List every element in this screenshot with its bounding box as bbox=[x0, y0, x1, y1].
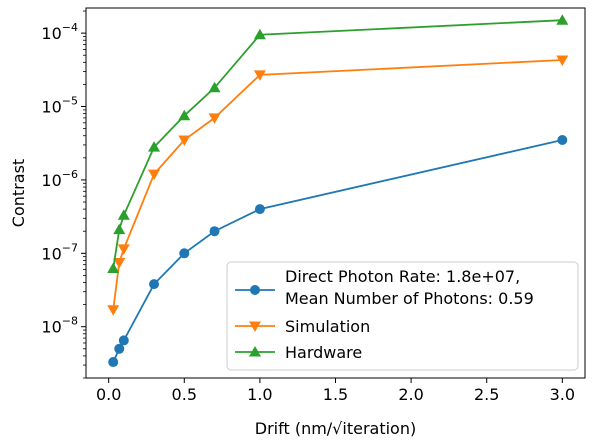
series-3-point bbox=[113, 223, 126, 235]
series-3-point bbox=[556, 14, 569, 25]
series-1-point bbox=[114, 343, 125, 354]
series-1-point bbox=[108, 357, 119, 368]
series-3-point bbox=[208, 81, 221, 93]
series-3-point bbox=[107, 262, 120, 274]
legend: Direct Photon Rate: 1.8e+07, Mean Number … bbox=[226, 261, 579, 371]
series-1-point bbox=[557, 134, 568, 145]
series-2 bbox=[107, 55, 569, 316]
axes: 0.0 0.5 1.0 1.5 2.0 2.5 3.0 10−8 10−7 10−6 10−5 10−… bbox=[9, 7, 586, 438]
legend-label: Simulation bbox=[285, 317, 370, 336]
x-axis-label: Drift (nm/√iteration) bbox=[255, 419, 416, 438]
series-2-point bbox=[556, 55, 569, 67]
series-2-point bbox=[253, 70, 266, 81]
series-2-point bbox=[117, 244, 130, 255]
series-1-point bbox=[179, 248, 190, 259]
series-2-point bbox=[113, 257, 126, 269]
series-1-point bbox=[254, 204, 265, 215]
legend-entry-1: Direct Photon Rate: 1.8e+07, Mean Number … bbox=[235, 267, 534, 308]
legend-swatch-marker bbox=[249, 321, 261, 332]
series-2-point bbox=[208, 113, 221, 124]
series-1-point bbox=[209, 226, 220, 237]
x-tick-label: 3.0 bbox=[550, 385, 575, 404]
series-3-point bbox=[148, 141, 161, 152]
legend-entry-3: Hardware bbox=[235, 343, 362, 362]
series-1 bbox=[108, 134, 568, 368]
legend-label: Hardware bbox=[285, 343, 362, 362]
y-tick-label: 10−7 bbox=[41, 241, 78, 263]
series-3 bbox=[107, 14, 569, 274]
x-tick-label: 2.0 bbox=[398, 385, 423, 404]
series-3-point bbox=[117, 209, 130, 220]
series-3-point bbox=[178, 109, 191, 121]
series-2-point bbox=[148, 169, 161, 181]
x-tick-label: 1.5 bbox=[323, 385, 348, 404]
legend-swatch-marker bbox=[249, 346, 261, 357]
legend-swatch-marker bbox=[250, 285, 260, 295]
y-tick-label: 10−4 bbox=[41, 21, 78, 43]
y-axis-label: Contrast bbox=[9, 159, 28, 227]
plot-area bbox=[107, 14, 569, 368]
series-3-point bbox=[253, 28, 266, 40]
legend-label: Mean Number of Photons: 0.59 bbox=[285, 289, 534, 308]
x-tick-label: 2.5 bbox=[474, 385, 499, 404]
x-tick-label: 0.0 bbox=[96, 385, 121, 404]
y-tick-label: 10−6 bbox=[41, 168, 78, 190]
y-tick-label: 10−5 bbox=[41, 95, 78, 117]
legend-label: Direct Photon Rate: 1.8e+07, bbox=[285, 267, 520, 286]
x-tick-label: 1.0 bbox=[247, 385, 272, 404]
y-tick-label: 10−8 bbox=[41, 315, 78, 337]
series-2-point bbox=[107, 305, 120, 316]
series-2-point bbox=[178, 135, 191, 146]
legend-box bbox=[226, 261, 579, 371]
series-1-point bbox=[118, 335, 129, 346]
series-1-point bbox=[149, 279, 160, 290]
x-tick-label: 0.5 bbox=[172, 385, 197, 404]
legend-entry-2: Simulation bbox=[235, 317, 370, 336]
